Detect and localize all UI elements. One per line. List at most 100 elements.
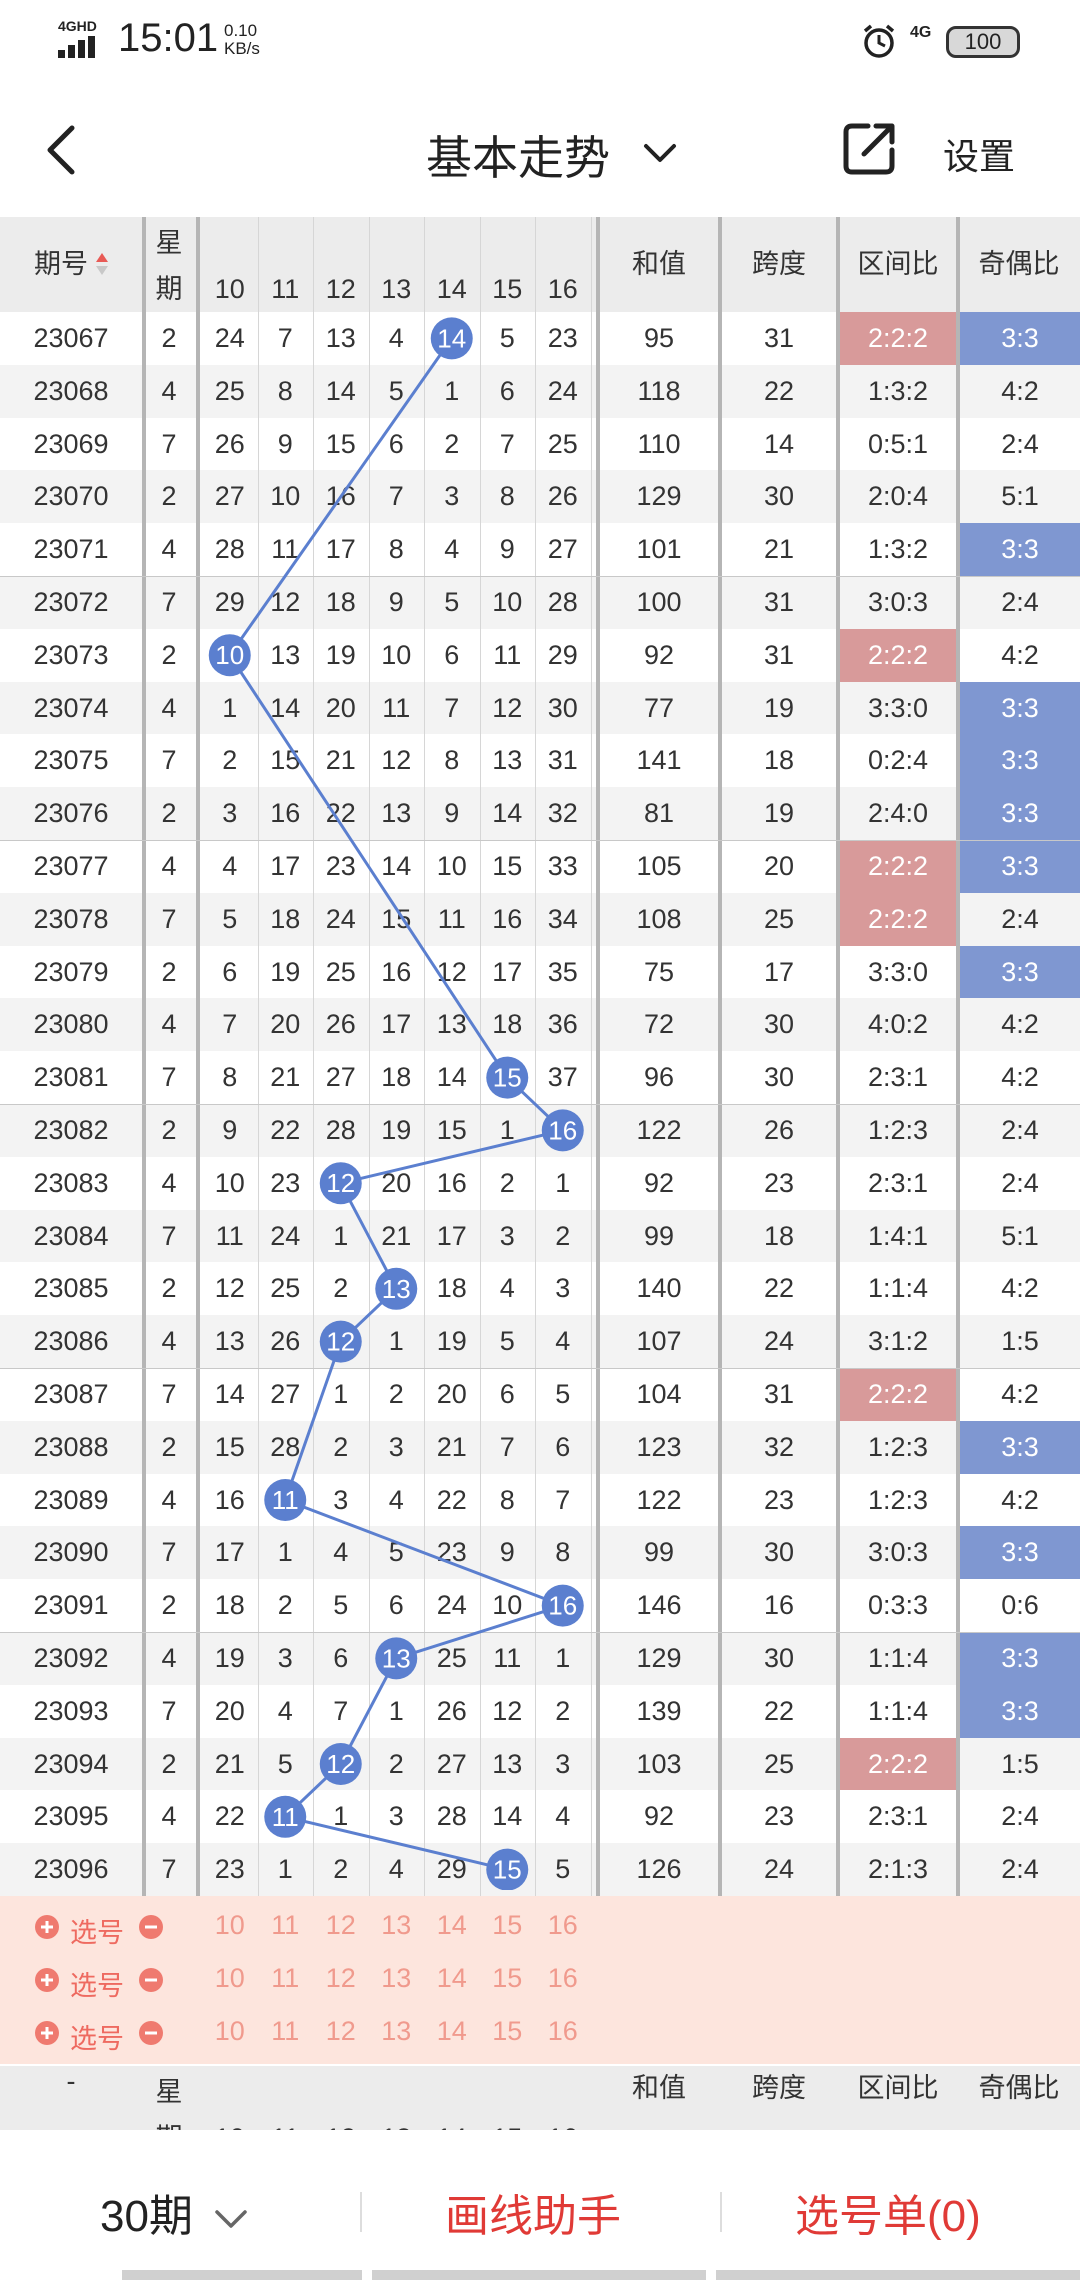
add-icon[interactable] — [34, 2020, 60, 2046]
row-period: 23074 — [33, 692, 109, 723]
row-number: 7 — [277, 323, 293, 353]
pick-number[interactable]: 16 — [547, 1910, 578, 1940]
row-period: 23085 — [33, 1273, 109, 1304]
page-title[interactable]: 基本走势 — [0, 122, 1080, 188]
row-range-ratio: 3:1:2 — [867, 1326, 929, 1357]
pick-number[interactable]: 13 — [381, 2015, 412, 2046]
row-range-ratio: 2:2:2 — [840, 1368, 956, 1421]
row-period: 23076 — [33, 798, 109, 829]
chevron-down-icon[interactable] — [640, 138, 680, 168]
row-period: 23073 — [33, 639, 109, 670]
share-icon[interactable] — [840, 118, 900, 178]
row-odd-even-ratio: 2:4 — [1001, 903, 1039, 934]
row-number: 1 — [555, 1643, 571, 1673]
row-odd-even-ratio: 1:5 — [1001, 1748, 1039, 1779]
row-number: 16 — [270, 798, 301, 829]
row-number: 20 — [270, 1009, 301, 1040]
row-number: 5 — [222, 903, 238, 934]
row-number: 15 — [270, 745, 301, 776]
row-week: 2 — [161, 481, 177, 512]
row-number: 19 — [381, 1115, 412, 1145]
row-week: 7 — [161, 1220, 177, 1251]
pick-number[interactable]: 10 — [214, 1962, 245, 1993]
group-divider — [0, 576, 1080, 577]
pick-number[interactable]: 16 — [547, 1962, 578, 1993]
row-number: 13 — [270, 639, 301, 670]
row-range-ratio: 2:3:1 — [867, 1801, 929, 1832]
pick-number[interactable]: 11 — [271, 1962, 300, 1993]
sort-icon[interactable] — [94, 251, 110, 277]
remove-icon[interactable] — [138, 1914, 164, 1940]
pick-number[interactable]: 13 — [381, 1910, 412, 1940]
pick-number[interactable]: 14 — [436, 2015, 467, 2046]
add-icon[interactable] — [34, 1914, 60, 1940]
period-select[interactable]: 30期 — [100, 2180, 251, 2244]
row-period: 23090 — [33, 1537, 109, 1568]
pick-number[interactable]: 10 — [214, 2015, 245, 2046]
row-number: 23 — [325, 851, 356, 881]
pick-number[interactable]: 11 — [271, 2015, 300, 2046]
pick-label[interactable]: 选号 — [70, 1918, 124, 1948]
row-number: 18 — [270, 903, 301, 934]
row-period: 23078 — [33, 903, 109, 934]
row-range-ratio: 1:4:1 — [867, 1220, 929, 1251]
pick-number[interactable]: 15 — [492, 1910, 523, 1940]
pick-number[interactable]: 12 — [325, 1962, 356, 1993]
row-number: 2 — [444, 428, 460, 459]
row-number: 10 — [270, 481, 301, 512]
row-sum: 122 — [636, 1484, 682, 1515]
row-number: 7 — [499, 428, 515, 459]
row-odd-even-ratio: 5:1 — [1001, 481, 1039, 512]
pick-number[interactable]: 13 — [381, 1962, 412, 1993]
network-4g: 4G — [910, 24, 932, 41]
settings-button[interactable]: 设置 — [943, 136, 1016, 177]
row-number: 28 — [214, 534, 245, 565]
pick-number[interactable]: 12 — [325, 1910, 356, 1940]
row-odd-even-ratio: 4:2 — [1001, 639, 1039, 670]
row-period: 23080 — [33, 1009, 109, 1040]
draw-helper-button[interactable]: 画线助手 — [445, 2192, 621, 2241]
row-number: 14 — [492, 1801, 523, 1832]
row-number: 6 — [499, 1379, 515, 1409]
pick-number[interactable]: 12 — [325, 2015, 356, 2046]
row-number: 5 — [555, 1379, 571, 1409]
pick-label[interactable]: 选号 — [70, 1970, 124, 2001]
row-odd-even-ratio: 3:3 — [960, 1420, 1080, 1474]
pick-number[interactable]: 11 — [271, 1910, 300, 1940]
row-range-ratio: 2:3:1 — [867, 1167, 929, 1198]
row-span: 31 — [763, 323, 795, 353]
pick-number[interactable]: 10 — [214, 1910, 245, 1940]
table-row: 23072 7 29 12 18 9 5 10 28 100 31 3:0:3 2:4 — [0, 576, 1080, 629]
row-odd-even-ratio: 3:3 — [960, 734, 1080, 788]
row-number: 19 — [325, 639, 356, 670]
row-number: 28 — [436, 1801, 467, 1832]
pick-list-button[interactable]: 选号单(0) — [795, 2192, 981, 2241]
row-period: 23079 — [33, 956, 109, 987]
row-number: 27 — [325, 1062, 356, 1093]
table-row: 23073 2 10 13 19 10 6 11 29 92 31 2:2:2 4:2 — [0, 628, 1080, 682]
row-odd-even-ratio: 1:5 — [1001, 1326, 1039, 1357]
table-row: 23074 4 1 14 20 11 7 12 30 77 19 3:3:0 3:3 — [0, 681, 1080, 735]
row-week: 2 — [161, 1431, 177, 1462]
group-divider — [0, 1104, 1080, 1105]
row-range-ratio: 2:2:2 — [840, 628, 956, 682]
remove-icon[interactable] — [138, 2020, 164, 2046]
row-period: 23092 — [33, 1643, 109, 1673]
row-span: 19 — [763, 692, 795, 723]
row-number: 13 — [370, 1262, 422, 1315]
back-icon[interactable] — [40, 120, 90, 180]
clock: 15:01 — [118, 16, 219, 60]
row-period: 23093 — [33, 1695, 109, 1726]
pick-number[interactable]: 15 — [492, 1962, 523, 1993]
row-number: 3 — [555, 1273, 571, 1304]
pick-label[interactable]: 选号 — [70, 2023, 124, 2054]
row-week: 7 — [161, 1695, 177, 1726]
pick-number[interactable]: 14 — [436, 1962, 467, 1993]
row-sum: 107 — [636, 1326, 682, 1357]
add-icon[interactable] — [34, 1967, 60, 1993]
pick-number[interactable]: 16 — [547, 2015, 578, 2046]
pick-number[interactable]: 14 — [436, 1910, 467, 1940]
row-number: 15 — [436, 1115, 467, 1145]
remove-icon[interactable] — [138, 1967, 164, 1993]
pick-number[interactable]: 15 — [492, 2015, 523, 2046]
